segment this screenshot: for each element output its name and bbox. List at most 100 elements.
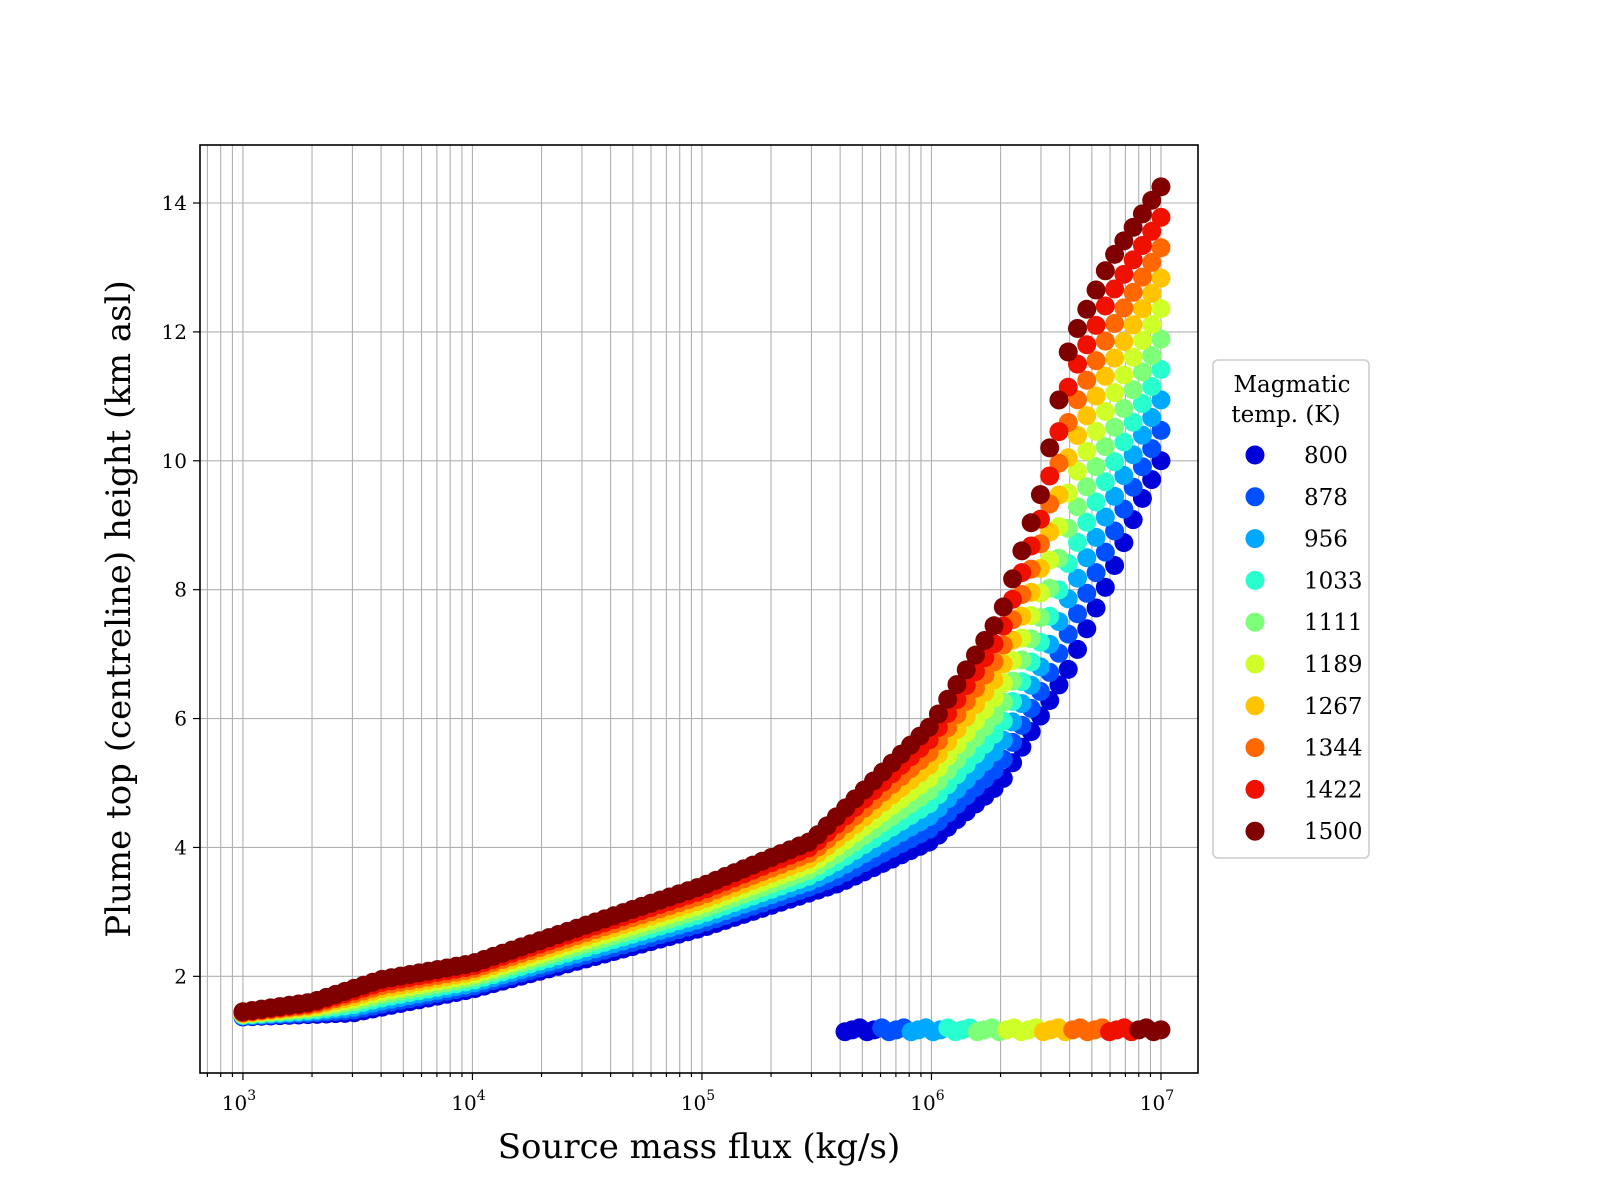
legend-label: 1344: [1304, 736, 1363, 762]
data-point: [1132, 204, 1152, 224]
data-point: [1142, 190, 1162, 210]
legend-label: 1422: [1304, 777, 1363, 803]
data-point: [1151, 329, 1171, 349]
data-point: [1077, 477, 1097, 497]
data-point: [1095, 437, 1115, 457]
legend-label: 1033: [1304, 568, 1363, 594]
data-point: [1132, 394, 1152, 414]
legend-title-line-2: temp. (K): [1231, 402, 1340, 428]
data-point: [928, 704, 948, 724]
data-point: [1123, 250, 1143, 270]
data-point: [1114, 466, 1134, 486]
data-point: [1151, 207, 1171, 227]
data-point: [1142, 345, 1162, 365]
data-point: [1077, 548, 1097, 568]
x-tick-label: 105: [681, 1088, 715, 1115]
data-point: [1068, 639, 1088, 659]
data-point: [1132, 299, 1152, 319]
legend-marker: [1245, 654, 1265, 674]
legend-entries: 800 878 956 1033 1111 1189 1267 1344 1422 1500: [1245, 443, 1363, 845]
data-point: [1086, 421, 1106, 441]
data-point: [1049, 422, 1069, 442]
legend-label: 1189: [1304, 652, 1363, 678]
data-point: [1151, 238, 1171, 258]
data-point: [1068, 461, 1088, 481]
data-point: [984, 616, 1004, 636]
data-point: [1151, 390, 1171, 410]
data-point: [1105, 452, 1125, 472]
data-point: [1095, 401, 1115, 421]
data-point: [993, 597, 1013, 617]
data-point: [1086, 351, 1106, 371]
data-point: [1068, 604, 1088, 624]
data-point: [1095, 577, 1115, 597]
data-point: [1086, 563, 1106, 583]
data-point: [1068, 497, 1088, 517]
legend-marker: [1245, 487, 1265, 507]
data-point: [1077, 512, 1097, 532]
data-point: [1123, 282, 1143, 302]
data-point: [1132, 267, 1152, 287]
data-point: [1003, 569, 1023, 589]
data-point: [1123, 412, 1143, 432]
data-point: [1151, 299, 1171, 319]
data-point: [1151, 1020, 1171, 1040]
x-axis-title: Source mass flux (kg/s): [498, 1127, 900, 1167]
data-point: [1114, 365, 1134, 385]
data-point: [1095, 296, 1115, 316]
data-point: [1114, 331, 1134, 351]
data-point: [1114, 231, 1134, 251]
x-tick-label: 103: [222, 1088, 256, 1115]
data-point: [1068, 318, 1088, 338]
y-tick-label: 2: [174, 964, 187, 988]
data-point: [1105, 521, 1125, 541]
grid: [200, 145, 1198, 1073]
data-point: [1105, 244, 1125, 264]
data-point: [1095, 507, 1115, 527]
data-point: [1151, 359, 1171, 379]
y-tick-label: 8: [174, 578, 187, 602]
data-point: [1086, 457, 1106, 477]
x-tick-label: 104: [451, 1088, 485, 1115]
data-point: [1077, 619, 1097, 639]
data-point: [1142, 377, 1162, 397]
data-point: [1086, 527, 1106, 547]
legend-label: 1267: [1304, 694, 1363, 720]
data-points: [233, 177, 1171, 1042]
data-point: [1123, 217, 1143, 237]
data-point: [1012, 541, 1032, 561]
data-point: [1132, 330, 1152, 350]
data-point: [1086, 386, 1106, 406]
data-point: [1058, 659, 1078, 679]
low-branch-points: [835, 1018, 1171, 1042]
data-point: [966, 645, 986, 665]
data-point: [1030, 485, 1050, 505]
legend-label: 1111: [1304, 610, 1363, 636]
data-point: [947, 675, 967, 695]
y-axis-title: Plume top (centreline) height (km asl): [99, 280, 139, 938]
data-point: [1068, 568, 1088, 588]
data-point: [1095, 366, 1115, 386]
legend-box: [1212, 359, 1370, 859]
axis-ticks: 2 4 6 8 10 12 14 103 104 105 106 107: [162, 191, 1175, 1115]
legend: Magmatic temp. (K) 800 878 956 1033 1111 1189…: [1212, 359, 1370, 859]
legend-label: 1500: [1304, 819, 1363, 845]
data-point: [1095, 331, 1115, 351]
data-point: [1077, 583, 1097, 603]
data-point: [919, 717, 939, 737]
data-point: [975, 630, 995, 650]
data-point: [1142, 283, 1162, 303]
data-point: [1142, 252, 1162, 272]
data-point: [1077, 335, 1097, 355]
data-point: [1077, 370, 1097, 390]
data-point: [1105, 556, 1125, 576]
data-point: [1142, 221, 1162, 241]
legend-marker: [1245, 570, 1265, 590]
data-point: [1040, 438, 1060, 458]
data-point: [1086, 598, 1106, 618]
legend-marker: [1245, 779, 1265, 799]
data-point: [1049, 390, 1069, 410]
data-point: [1142, 408, 1162, 428]
y-tick-label: 10: [162, 449, 187, 473]
